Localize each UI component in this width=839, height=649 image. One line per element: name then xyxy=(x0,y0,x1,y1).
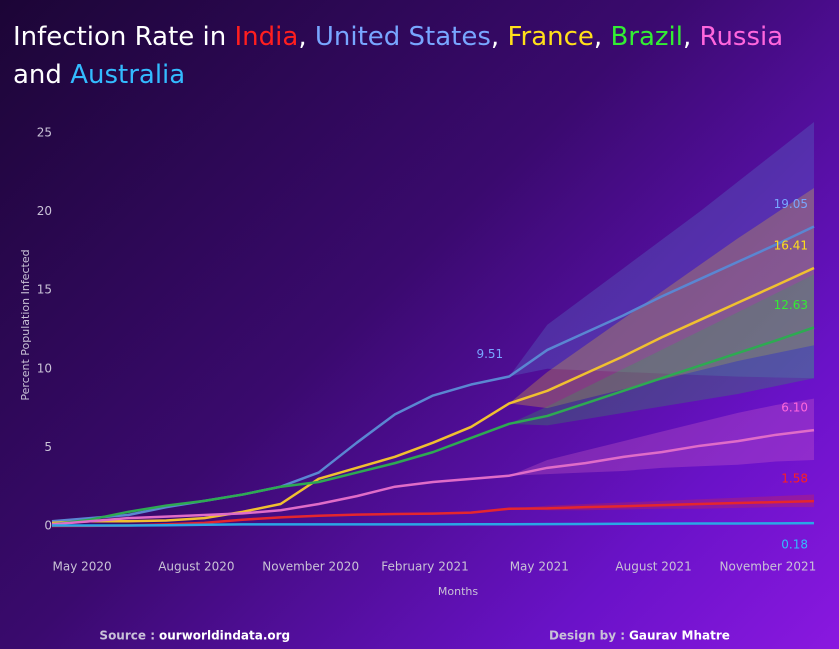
y-tick-label: 5 xyxy=(44,440,52,454)
forecast-band xyxy=(509,121,814,379)
source: ourworldindata.org xyxy=(159,629,290,643)
x-tick-label: May 2020 xyxy=(53,560,112,574)
y-axis-title: Percent Population Infected xyxy=(19,249,32,400)
title-text: Infection Rate in xyxy=(13,22,227,52)
value-label: 6.10 xyxy=(781,401,808,415)
y-tick-label: 15 xyxy=(37,283,52,297)
value-label: 0.18 xyxy=(781,538,808,552)
x-tick-label: August 2021 xyxy=(615,560,691,574)
title-separator: , xyxy=(490,22,500,52)
series-line xyxy=(51,326,815,526)
title-separator: and xyxy=(13,60,62,90)
credit: Gaurav Mhatre xyxy=(629,629,730,643)
forecast-band xyxy=(509,398,814,476)
y-tick-label: 10 xyxy=(37,361,52,375)
title-separator: , xyxy=(298,22,307,52)
forecast-band xyxy=(509,274,814,426)
credit-label: Design by : xyxy=(549,629,625,643)
title-series-name: France xyxy=(507,22,594,52)
title-series-name: India xyxy=(234,22,299,52)
title-series-name: Brazil xyxy=(610,22,684,52)
x-tick-label: August 2020 xyxy=(158,560,234,574)
bands xyxy=(509,121,814,511)
value-label: 16.41 xyxy=(774,239,808,253)
series-line xyxy=(52,521,815,527)
title-separator: , xyxy=(683,22,692,52)
x-tick-label: May 2021 xyxy=(510,560,569,574)
value-label: 19.05 xyxy=(774,197,808,211)
title-series-name: Australia xyxy=(70,60,186,90)
y-tick-label: 25 xyxy=(37,126,52,140)
series-line xyxy=(51,428,815,526)
value-label: 9.51 xyxy=(476,347,503,361)
source-label: Source : xyxy=(99,629,155,643)
y-tick-label: 20 xyxy=(37,204,52,218)
title-series-name: Russia xyxy=(699,22,784,52)
series-line xyxy=(51,266,815,525)
x-tick-label: February 2021 xyxy=(381,560,469,574)
x-tick-label: November 2020 xyxy=(262,560,359,574)
value-label: 1.58 xyxy=(781,472,808,486)
x-axis-title: Months xyxy=(438,585,478,598)
x-tick-label: November 2021 xyxy=(720,560,817,574)
title-separator: , xyxy=(593,22,603,52)
chart-title: Infection Rate in India, United States, … xyxy=(13,18,833,94)
y-tick-label: 0 xyxy=(44,519,52,533)
title-series-name: United States xyxy=(314,22,491,52)
lines xyxy=(51,225,815,528)
value-labels: 1.58 9.51 19.05 16.41 12.63 6.10 0.18 xyxy=(476,197,808,552)
value-label: 12.63 xyxy=(774,298,808,312)
